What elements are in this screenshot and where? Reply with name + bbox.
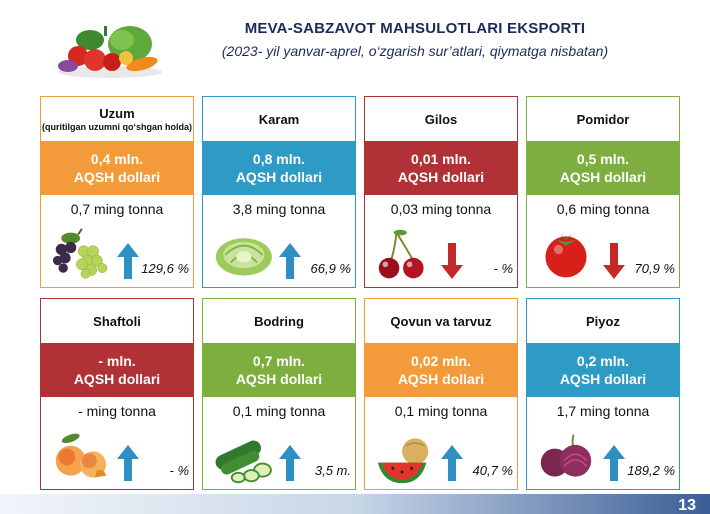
product-card: Uzum (quritilgan uzumni qo‘shgan holda) … (40, 96, 194, 288)
export-value-amount: 0,7 mln. (252, 353, 306, 369)
product-name-text: Shaftoli (93, 313, 141, 329)
peach-icon (55, 433, 107, 478)
product-card: Qovun va tarvuz 0,02 mln. AQSH dollari 0… (364, 298, 518, 490)
export-value: 0,4 mln. AQSH dollari (41, 141, 193, 195)
footer-band (0, 494, 710, 514)
export-value: 0,01 mln. AQSH dollari (365, 141, 517, 195)
product-card: Pomidor 0,5 mln. AQSH dollari 0,6 ming t… (526, 96, 680, 288)
onion-icon (540, 434, 592, 477)
arrow-down-icon (603, 243, 625, 279)
export-volume: - ming tonna (78, 403, 156, 419)
cherry-icon (378, 229, 424, 279)
arrow-up-icon (117, 243, 139, 279)
export-value-amount: 0,01 mln. (411, 151, 471, 167)
export-value-amount: 0,5 mln. (576, 151, 630, 167)
export-volume: 1,7 ming tonna (556, 403, 650, 419)
product-name: Uzum (quritilgan uzumni qo‘shgan holda) (41, 97, 193, 141)
export-value-amount: 0,2 mln. (576, 353, 630, 369)
change-rate: 70,9 % (634, 261, 675, 276)
melon-icon (377, 438, 429, 484)
export-value: 0,7 mln. AQSH dollari (203, 343, 355, 397)
export-value-unit: AQSH dollari (397, 169, 485, 185)
page-subtitle: (2023- yil yanvar-aprel, o‘zgarish sur’a… (221, 43, 609, 59)
product-name: Gilos (365, 97, 517, 141)
product-name: Pomidor (527, 97, 679, 141)
export-value: 0,8 mln. AQSH dollari (203, 141, 355, 195)
tomato-icon (545, 234, 587, 278)
export-volume: 3,8 ming tonna (232, 201, 326, 217)
export-value-amount: - mln. (98, 353, 136, 369)
page-number-fragment: 13 (678, 497, 696, 514)
export-value-amount: 0,8 mln. (252, 151, 306, 167)
export-volume: 0,03 ming tonna (390, 201, 492, 217)
arrow-up-icon (279, 243, 301, 279)
arrow-up-icon (441, 445, 463, 481)
product-name-text: Karam (258, 111, 300, 127)
product-name: Piyoz (527, 299, 679, 343)
export-value-unit: AQSH dollari (235, 371, 323, 387)
arrow-up-icon (279, 445, 301, 481)
export-volume: 0,1 ming tonna (394, 403, 488, 419)
product-name-text: Bodring (254, 313, 304, 329)
product-card: Bodring 0,7 mln. AQSH dollari 0,1 ming t… (202, 298, 356, 490)
page-title: MEVA-SABZAVOT MAHSULOTLARI EKSPORTI (244, 20, 586, 37)
arrow-down-icon (441, 243, 463, 279)
product-name: Karam (203, 97, 355, 141)
export-value-unit: AQSH dollari (73, 169, 161, 185)
export-value: 0,2 mln. AQSH dollari (527, 343, 679, 397)
change-rate: 66,9 % (310, 261, 351, 276)
export-value: - mln. AQSH dollari (41, 343, 193, 397)
export-value-unit: AQSH dollari (235, 169, 323, 185)
export-volume: 0,7 ming tonna (70, 201, 164, 217)
product-name: Shaftoli (41, 299, 193, 343)
export-value-unit: AQSH dollari (397, 371, 485, 387)
export-value-unit: AQSH dollari (73, 371, 161, 387)
product-card: Shaftoli - mln. AQSH dollari - ming tonn… (40, 298, 194, 490)
change-rate: 40,7 % (472, 463, 513, 478)
grapes-icon (52, 228, 108, 279)
change-rate: 129,6 % (141, 261, 189, 276)
export-value: 0,5 mln. AQSH dollari (527, 141, 679, 195)
export-value-amount: 0,02 mln. (411, 353, 471, 369)
product-name-text: Gilos (424, 111, 458, 127)
arrow-up-icon (117, 445, 139, 481)
product-name: Bodring (203, 299, 355, 343)
export-value: 0,02 mln. AQSH dollari (365, 343, 517, 397)
product-name-text: Qovun va tarvuz (390, 313, 492, 329)
change-rate: - % (169, 463, 190, 478)
change-rate: - % (493, 261, 514, 276)
export-value-amount: 0,4 mln. (90, 151, 144, 167)
export-volume: 0,6 ming tonna (556, 201, 650, 217)
export-value-unit: AQSH dollari (559, 371, 647, 387)
change-rate: 3,5 m. (314, 463, 351, 478)
arrow-up-icon (603, 445, 625, 481)
product-card: Piyoz 0,2 mln. AQSH dollari 1,7 ming ton… (526, 298, 680, 490)
export-value-unit: AQSH dollari (559, 169, 647, 185)
product-name-text: Piyoz (586, 313, 620, 329)
product-card: Gilos 0,01 mln. AQSH dollari 0,03 ming t… (364, 96, 518, 288)
product-name-text: Pomidor (576, 111, 630, 127)
product-name: Qovun va tarvuz (365, 299, 517, 343)
change-rate: 189,2 % (627, 463, 675, 478)
export-volume: 0,1 ming tonna (232, 403, 326, 419)
product-note: (quritilgan uzumni qo‘shgan holda) (42, 122, 192, 132)
vegetables-illustration-icon (58, 26, 162, 78)
cabbage-icon (215, 238, 272, 276)
product-name-text: Uzum (99, 106, 135, 121)
product-card: Karam 0,8 mln. AQSH dollari 3,8 ming ton… (202, 96, 356, 288)
cucumber-icon (215, 440, 272, 484)
